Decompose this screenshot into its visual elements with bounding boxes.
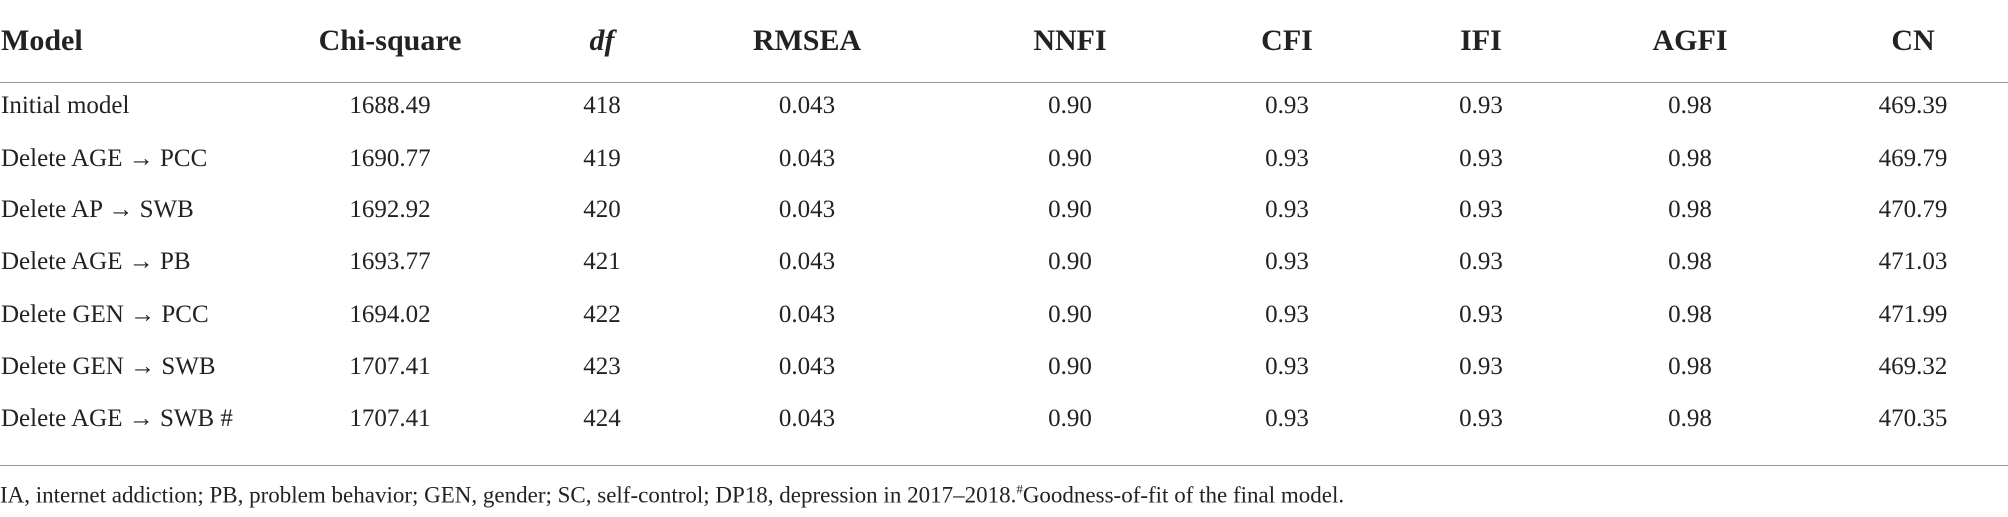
table-cell: 1693.77 bbox=[349, 248, 431, 275]
table-cell: 0.90 bbox=[1048, 353, 1092, 380]
table-cell: 0.90 bbox=[1048, 196, 1092, 223]
table-cell: 0.93 bbox=[1459, 196, 1503, 223]
table-cell: 0.90 bbox=[1048, 145, 1092, 172]
table-cell: 0.93 bbox=[1459, 248, 1503, 275]
table-cell: 0.043 bbox=[778, 353, 836, 380]
footnote-text: IA, internet addiction; PB, problem beha… bbox=[0, 482, 1017, 508]
column-header: IFI bbox=[1460, 24, 1502, 57]
table-cell: 0.90 bbox=[1048, 92, 1092, 119]
table-cell: 0.93 bbox=[1459, 145, 1503, 172]
table-cell: 424 bbox=[583, 405, 621, 432]
table-cell: 0.93 bbox=[1265, 301, 1309, 328]
table-cell: 471.99 bbox=[1878, 301, 1948, 328]
table-cell: 1692.92 bbox=[349, 196, 431, 223]
table-cell: 420 bbox=[583, 196, 621, 223]
row-label: Initial model bbox=[1, 92, 130, 119]
table-cell: 0.93 bbox=[1459, 301, 1503, 328]
table-cell: 419 bbox=[583, 145, 621, 172]
footnote-note: Goodness-of-fit of the final model. bbox=[1022, 482, 1345, 508]
row-label: Delete AGE → SWB # bbox=[1, 405, 233, 432]
table-cell: 422 bbox=[583, 301, 621, 328]
table-cell: 0.93 bbox=[1265, 248, 1309, 275]
table-cell: 0.98 bbox=[1668, 405, 1712, 432]
column-header: NNFI bbox=[1033, 24, 1107, 57]
table-cell: 0.90 bbox=[1048, 248, 1092, 275]
column-header: df bbox=[589, 24, 615, 57]
table-cell: 0.93 bbox=[1265, 353, 1309, 380]
bottom-rule bbox=[0, 465, 2008, 466]
table-cell: 0.98 bbox=[1668, 145, 1712, 172]
table-cell: 0.98 bbox=[1668, 248, 1712, 275]
table-cell: 1688.49 bbox=[349, 92, 431, 119]
table-cell: 0.90 bbox=[1048, 301, 1092, 328]
column-header: Chi-square bbox=[318, 24, 462, 57]
table-cell: 423 bbox=[583, 353, 621, 380]
footnote-mark: # bbox=[1016, 481, 1023, 497]
row-label: Delete AGE → PB bbox=[1, 248, 191, 275]
row-label: Delete GEN → PCC bbox=[1, 301, 209, 328]
column-header: Model bbox=[1, 24, 83, 57]
table-cell: 0.93 bbox=[1459, 353, 1503, 380]
table-cell: 0.98 bbox=[1668, 196, 1712, 223]
table-cell: 0.93 bbox=[1265, 145, 1309, 172]
table-cell: 0.043 bbox=[778, 145, 836, 172]
table-cell: 0.98 bbox=[1668, 301, 1712, 328]
row-label: Delete AP → SWB bbox=[1, 196, 194, 223]
column-header: CFI bbox=[1261, 24, 1313, 57]
table-cell: 0.98 bbox=[1668, 92, 1712, 119]
table-cell: 0.043 bbox=[778, 248, 836, 275]
row-label: Delete GEN → SWB bbox=[1, 353, 216, 380]
table-cell: 421 bbox=[583, 248, 621, 275]
table-cell: 0.043 bbox=[778, 405, 836, 432]
row-label: Delete AGE → PCC bbox=[1, 145, 208, 172]
table-cell: 0.93 bbox=[1265, 196, 1309, 223]
table-cell: 0.043 bbox=[778, 196, 836, 223]
table-cell: 469.79 bbox=[1878, 145, 1948, 172]
table-cell: 0.93 bbox=[1265, 92, 1309, 119]
footnote: IA, internet addiction; PB, problem beha… bbox=[0, 482, 1344, 509]
table-cell: 0.98 bbox=[1668, 353, 1712, 380]
table-cell: 469.39 bbox=[1878, 92, 1948, 119]
table-cell: 470.79 bbox=[1878, 196, 1948, 223]
column-header: AGFI bbox=[1652, 24, 1728, 57]
column-header: CN bbox=[1891, 24, 1935, 57]
table-cell: 0.93 bbox=[1459, 405, 1503, 432]
column-header: RMSEA bbox=[752, 24, 862, 57]
table-cell: 418 bbox=[583, 92, 621, 119]
table-cell: 0.90 bbox=[1048, 405, 1092, 432]
table-cell: 0.93 bbox=[1459, 92, 1503, 119]
table-cell: 469.32 bbox=[1878, 353, 1948, 380]
table-cell: 0.043 bbox=[778, 301, 836, 328]
table-cell: 1707.41 bbox=[349, 353, 431, 380]
table-cell: 1707.41 bbox=[349, 405, 431, 432]
table-cell: 1690.77 bbox=[349, 145, 431, 172]
table-cell: 471.03 bbox=[1878, 248, 1948, 275]
table-cell: 0.93 bbox=[1265, 405, 1309, 432]
table-cell: 1694.02 bbox=[349, 301, 431, 328]
table-cell: 0.043 bbox=[778, 92, 836, 119]
table-cell: 470.35 bbox=[1878, 405, 1948, 432]
header-rule bbox=[0, 82, 2008, 83]
